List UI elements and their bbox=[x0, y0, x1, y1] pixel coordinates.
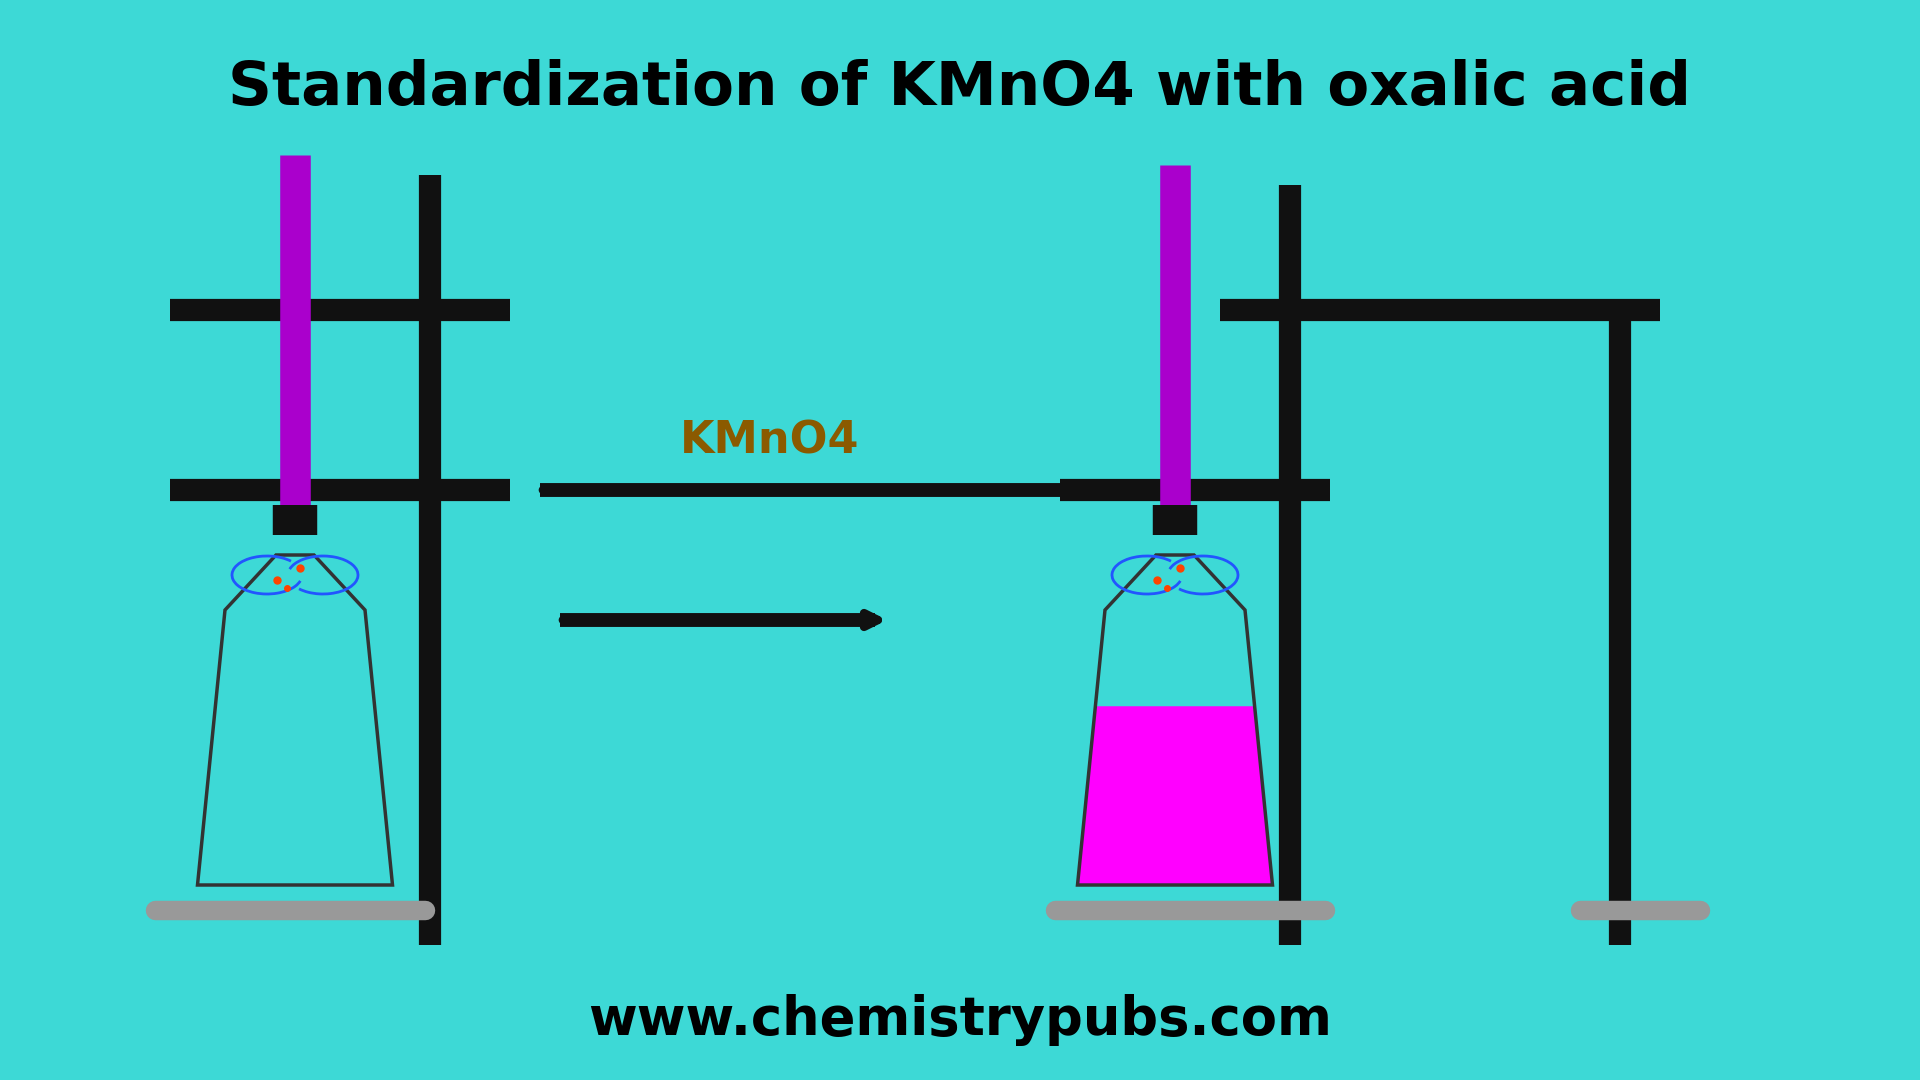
Polygon shape bbox=[1077, 706, 1273, 885]
Text: www.chemistrypubs.com: www.chemistrypubs.com bbox=[588, 994, 1332, 1047]
Text: Standardization of KMnO4 with oxalic acid: Standardization of KMnO4 with oxalic aci… bbox=[228, 58, 1692, 118]
Text: KMnO4: KMnO4 bbox=[680, 419, 860, 462]
